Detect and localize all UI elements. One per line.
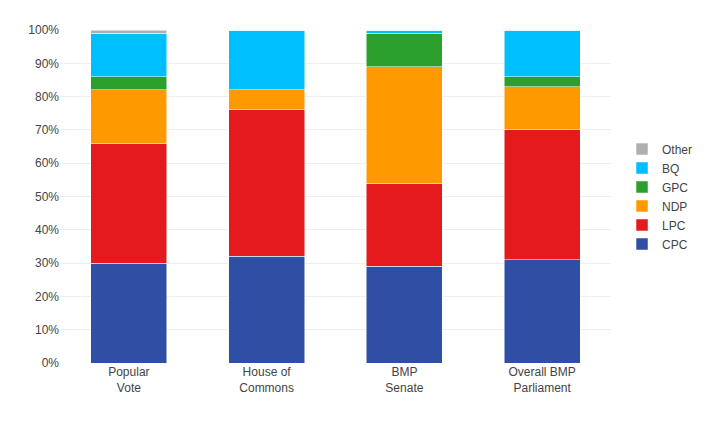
svg-text:BQ: BQ	[662, 162, 679, 176]
svg-text:30%: 30%	[35, 256, 59, 270]
svg-text:90%: 90%	[35, 57, 59, 71]
svg-text:Overall BMPParliament: Overall BMPParliament	[508, 365, 575, 395]
svg-text:50%: 50%	[35, 190, 59, 204]
svg-text:70%: 70%	[35, 123, 59, 137]
svg-text:0%: 0%	[42, 356, 60, 370]
svg-text:LPC: LPC	[662, 219, 686, 233]
svg-text:Other: Other	[662, 143, 692, 157]
svg-text:20%: 20%	[35, 290, 59, 304]
svg-text:PopularVote: PopularVote	[108, 365, 149, 395]
svg-text:NDP: NDP	[662, 200, 687, 214]
svg-text:GPC: GPC	[662, 181, 688, 195]
svg-text:BMPSenate: BMPSenate	[385, 365, 423, 395]
svg-text:10%: 10%	[35, 323, 59, 337]
svg-text:CPC: CPC	[662, 238, 688, 252]
svg-text:100%: 100%	[28, 23, 59, 37]
svg-text:80%: 80%	[35, 90, 59, 104]
svg-text:House ofCommons: House ofCommons	[239, 365, 294, 395]
svg-text:40%: 40%	[35, 223, 59, 237]
svg-text:60%: 60%	[35, 156, 59, 170]
